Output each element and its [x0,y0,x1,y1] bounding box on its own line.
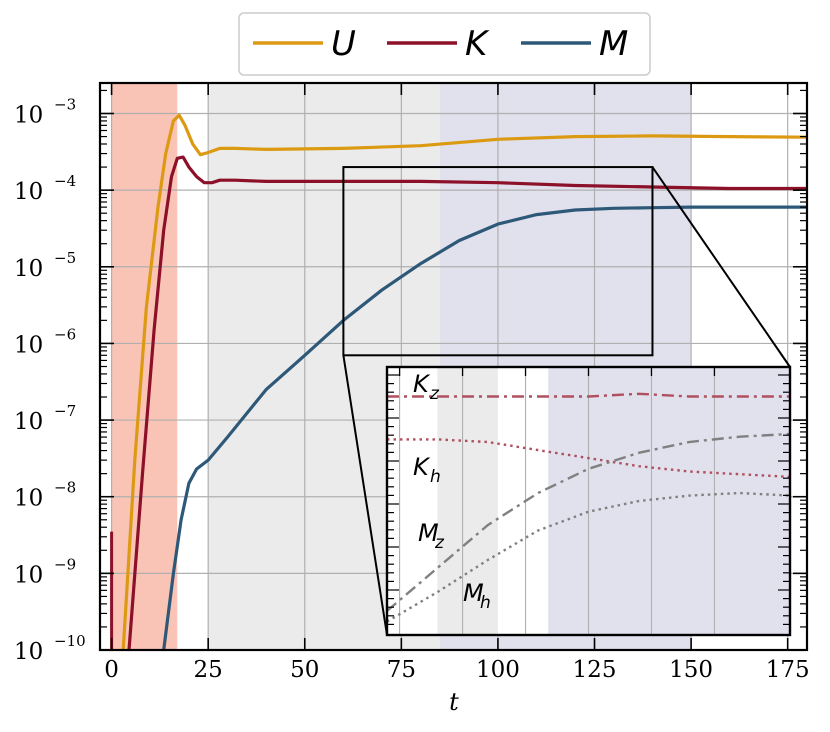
legend-label: U [331,24,356,64]
y-tick-exponent: −8 [54,479,76,497]
x-tick-label: 125 [573,657,617,683]
inset-label-subscript: z [429,384,440,404]
legend-label: K [465,24,490,64]
y-tick-label: 10 −5 [14,249,76,282]
y-tick-exponent: −9 [54,555,76,573]
plot-frame [98,81,809,652]
y-tick-label: 10 −6 [14,325,76,358]
y-tick-label: 10 −10 [14,632,86,665]
y-tick-exponent: −10 [54,632,86,650]
x-tick-label: 175 [766,657,810,683]
legend-entry-K: K [387,24,490,64]
y-tick-exponent: −4 [54,172,76,190]
y-tick-exponent: −7 [54,402,76,420]
y-tick-base: 10 [14,332,43,358]
x-axis-label: t [449,688,459,716]
y-tick-label: 10 −4 [14,172,76,205]
y-tick-base: 10 [14,639,43,665]
inset-series-group [387,392,790,623]
y-tick-label: 10 −9 [14,555,76,588]
series-line-K [127,155,807,650]
zoom-connector [651,166,791,368]
x-tick-label: 150 [669,657,713,683]
y-tick-base: 10 [14,486,43,512]
inset-frame [385,365,792,637]
inset-series-1 [387,438,790,479]
y-tick-exponent: −3 [54,95,76,113]
y-tick-base: 10 [14,409,43,435]
y-tick-label: 10 −7 [14,402,76,435]
x-tick-label: 50 [290,657,319,683]
y-tick-base: 10 [14,179,43,205]
inset-label-mh: Mh [463,579,491,613]
x-tick-label: 0 [104,657,119,683]
y-tick-exponent: −5 [54,249,76,267]
y-tick-base: 10 [14,256,43,282]
zoom-connector [342,355,388,636]
x-tick-label: 25 [194,657,223,683]
y-tick-label: 10 −3 [14,95,76,128]
inset-label-subscript: z [434,533,445,553]
y-tick-exponent: −6 [54,325,76,343]
shaded-region-0 [111,83,178,650]
y-tick-label: 10 −8 [14,479,76,512]
inset-label-subscript: h [480,593,491,613]
inset-series-3 [387,491,790,623]
inset-label-mz: Mz [418,519,445,553]
inset-label-subscript: h [430,467,441,487]
legend-label: M [599,24,628,64]
y-tick-base: 10 [14,562,43,588]
inset-series-0 [387,392,790,398]
inset-label-base: K [413,370,431,398]
legend-entry-U: U [253,24,356,64]
inset-shaded-region-1 [548,367,790,635]
y-tick-base: 10 [14,102,43,128]
zoom-box [342,166,654,357]
inset-shaded-region-0 [437,367,498,635]
x-tick-label: 75 [387,657,416,683]
series-line-U [121,113,807,650]
x-tick-label: 100 [476,657,520,683]
inset-label-base: M [463,579,484,607]
legend-entry-M: M [521,24,628,64]
inset-label-base: M [418,519,439,547]
series-group [110,113,807,650]
inset-series-2 [387,432,790,612]
ticks [100,83,807,651]
series-line-M [162,205,807,650]
inset-label-base: K [413,453,431,481]
